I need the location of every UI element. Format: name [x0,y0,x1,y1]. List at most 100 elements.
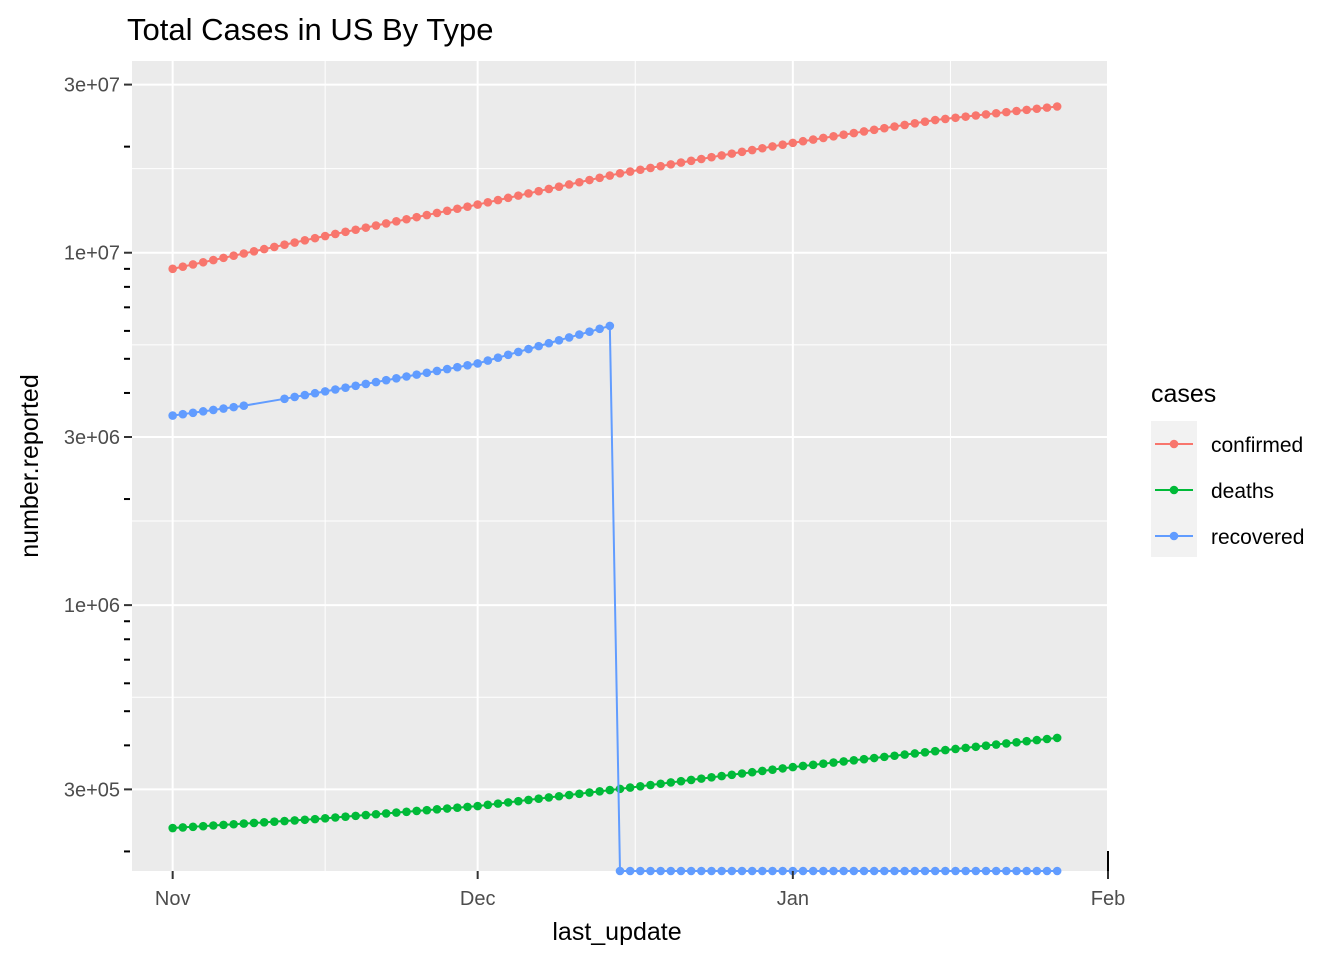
data-point-confirmed [219,253,228,263]
data-point-deaths [361,810,371,820]
data-point-deaths [636,782,645,791]
data-point-confirmed [381,219,391,228]
data-point-confirmed [239,249,249,258]
data-point-recovered [910,866,920,876]
data-point-deaths [188,822,198,832]
data-point-confirmed [971,111,981,120]
data-point-deaths [819,759,828,768]
x-tick-label: Dec [460,888,496,910]
data-point-deaths [859,754,869,764]
data-point-recovered [636,866,645,876]
data-point-deaths [402,807,411,817]
data-point-confirmed [615,169,625,178]
data-point-deaths [453,803,462,813]
data-point-confirmed [249,247,259,256]
data-point-deaths [625,783,635,792]
data-point-deaths [910,749,920,758]
data-point-confirmed [564,180,574,189]
data-point-recovered [697,866,706,876]
data-point-recovered [605,321,615,331]
data-point-recovered [341,383,350,392]
data-point-confirmed [981,110,991,119]
data-point-deaths [666,778,676,787]
data-point-recovered [900,866,909,876]
data-point-confirmed [1042,103,1052,112]
data-point-deaths [473,801,482,811]
data-point-recovered [920,866,930,876]
data-point-recovered [758,866,767,876]
data-point-recovered [493,353,503,362]
data-point-deaths [676,776,686,786]
data-point-recovered [676,866,686,876]
data-point-deaths [280,816,289,826]
data-point-recovered [625,866,635,876]
data-point-deaths [727,770,737,780]
data-point-recovered [686,866,696,876]
data-point-recovered [229,402,238,412]
data-point-deaths [493,799,503,808]
data-point-recovered [961,866,970,876]
data-point-confirmed [432,208,442,218]
data-point-deaths [442,804,452,813]
data-point-recovered [747,866,757,876]
data-point-recovered [737,866,747,876]
data-point-confirmed [188,260,198,269]
data-point-recovered [585,327,594,336]
data-point-recovered [941,866,950,876]
data-point-deaths [178,823,188,832]
data-point-confirmed [1012,106,1021,116]
x-tick-label: Feb [1091,888,1125,910]
data-point-confirmed [666,160,676,169]
data-point-confirmed [880,123,889,133]
data-point-deaths [1052,733,1062,743]
data-point-recovered [869,866,879,876]
data-point-recovered [819,866,828,876]
data-point-confirmed [778,140,787,149]
data-point-confirmed [991,108,1001,118]
data-point-confirmed [869,125,879,135]
data-point-deaths [656,779,665,789]
data-point-deaths [239,819,249,828]
data-point-recovered [575,330,584,339]
data-point-confirmed [473,200,482,209]
data-point-recovered [178,409,188,419]
data-point-deaths [259,818,269,827]
data-point-recovered [198,407,208,416]
data-point-recovered [534,341,543,351]
data-point-deaths [880,752,889,762]
data-point-recovered [442,364,452,374]
data-point-confirmed [331,229,340,239]
data-point-confirmed [697,154,706,164]
data-point-deaths [524,795,533,805]
data-point-confirmed [839,130,848,140]
data-point-confirmed [676,158,686,167]
data-point-deaths [951,744,960,754]
data-point-confirmed [280,240,289,250]
data-point-recovered [310,388,320,398]
data-point-recovered [554,336,564,345]
data-point-confirmed [514,191,523,200]
data-point-confirmed [961,112,970,121]
data-point-recovered [514,347,523,357]
data-point-confirmed [625,167,635,176]
data-point-confirmed [1022,105,1031,115]
data-point-recovered [463,361,472,370]
data-point-confirmed [585,175,594,185]
data-point-recovered [280,394,289,404]
data-point-deaths [900,750,909,759]
data-point-deaths [1042,734,1052,744]
data-point-confirmed [554,182,564,192]
data-point-deaths [432,805,442,814]
data-point-deaths [798,761,808,771]
data-point-confirmed [646,163,655,173]
data-point-confirmed [930,115,940,125]
series-line-deaths [172,736,1058,830]
data-point-deaths [270,817,279,826]
data-point-deaths [595,787,604,796]
data-point-recovered [473,359,482,368]
data-point-recovered [402,372,411,381]
data-point-confirmed [737,147,747,157]
series-line-confirmed [172,105,1058,270]
data-point-confirmed [595,173,604,183]
